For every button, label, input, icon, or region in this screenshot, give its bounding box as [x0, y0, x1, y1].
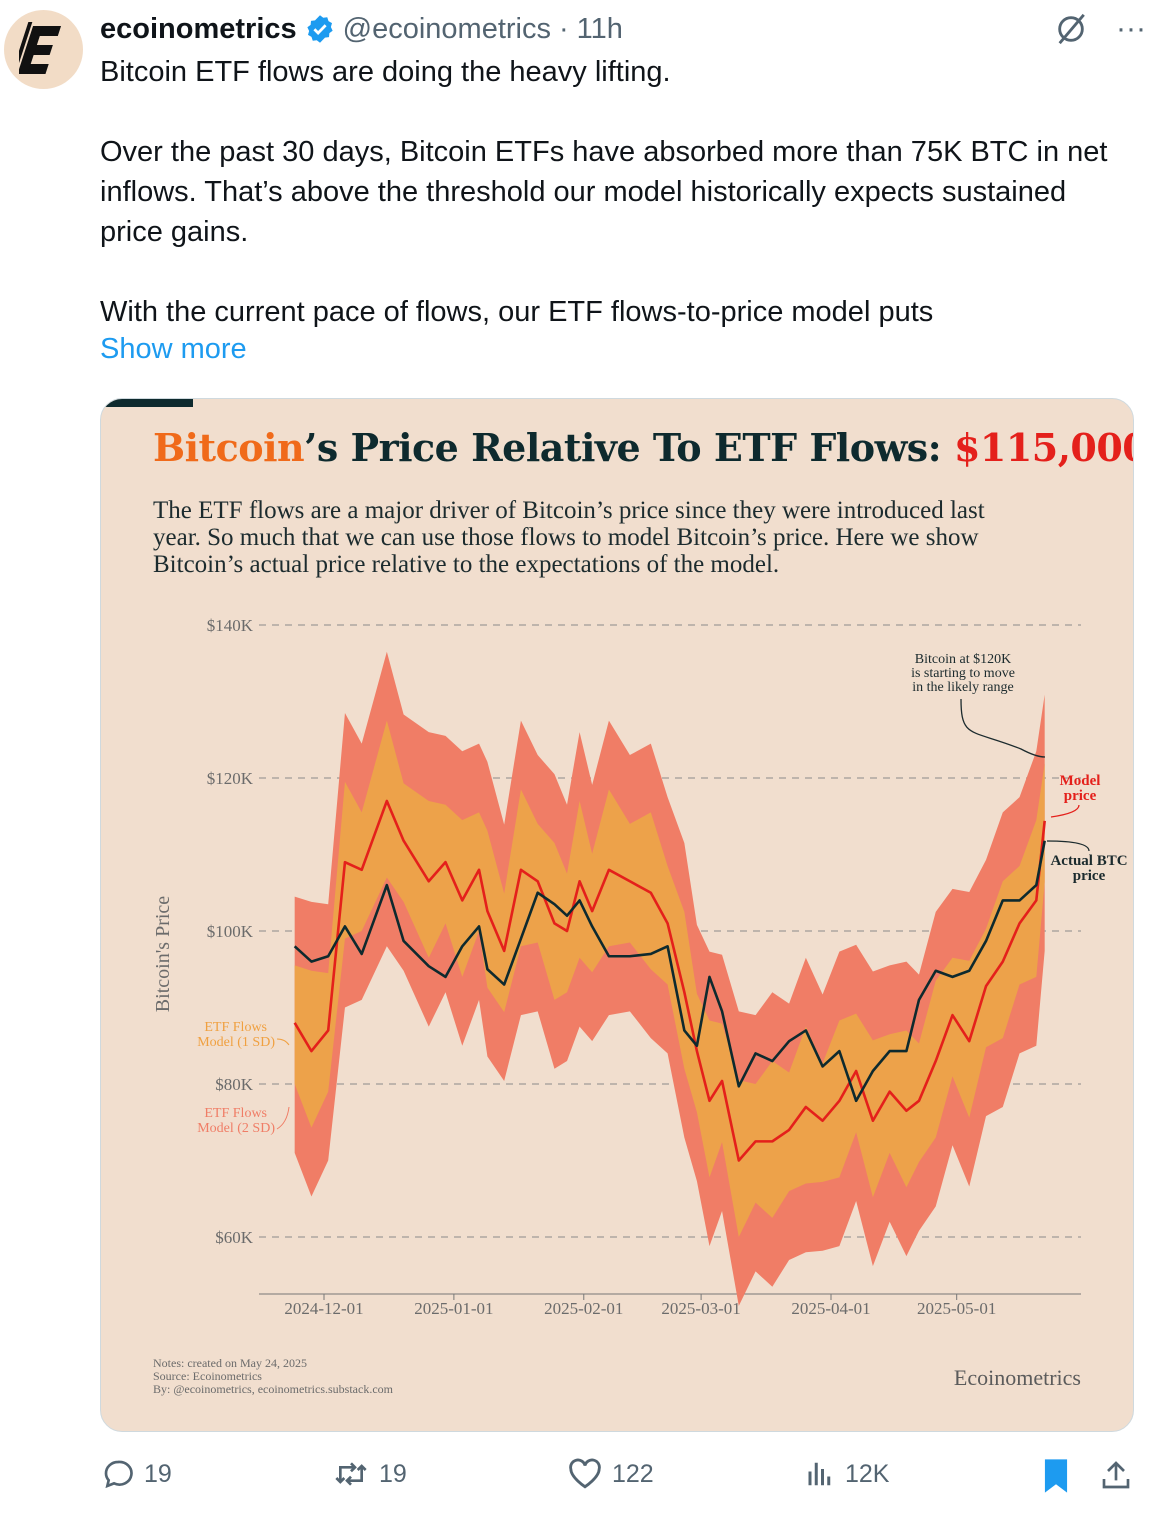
legend-sd2-line1: ETF Flows: [204, 1106, 267, 1121]
annotation-line: is starting to move: [911, 666, 1015, 681]
action-bar: 19 19 122 12K: [0, 1458, 1166, 1498]
view-count: 12K: [845, 1459, 890, 1488]
bookmark-icon: [1044, 1459, 1068, 1493]
chart-subtitle: The ETF flows are a major driver of Bitc…: [153, 497, 985, 578]
title-middle: ’s Price Relative To ETF Flows:: [304, 425, 954, 470]
ecoinometrics-logo-icon: [18, 21, 61, 78]
chart-title: Bitcoin’s Price Relative To ETF Flows: $…: [153, 425, 1134, 470]
actual-label-line1: Actual BTC: [1050, 853, 1127, 869]
annotation-line: in the likely range: [912, 680, 1013, 695]
actual-arrow: [1046, 840, 1090, 852]
tweet-paragraph: Bitcoin ETF flows are doing the heavy li…: [100, 56, 671, 88]
chart-plot: $140K $120K $100K $80K $60K 2024-12-01 2025-01…: [152, 616, 1128, 1318]
like-count: 122: [612, 1459, 654, 1488]
repost-count: 19: [379, 1459, 407, 1488]
display-name[interactable]: ecoinometrics: [100, 12, 297, 45]
chart-brand: Ecoinometrics: [953, 1365, 1081, 1390]
model-label-line2: price: [1064, 788, 1097, 804]
y-axis-label: Bitcoin's Price: [152, 896, 174, 1012]
model-label-line1: Model: [1060, 773, 1101, 789]
views-icon: [808, 1462, 831, 1486]
annotation-arrow: [960, 698, 1046, 758]
chart-notes: Notes: created on May 24, 2025 Source: E…: [153, 1357, 393, 1396]
legend-sd1-arrow: [276, 1038, 290, 1046]
note-line: Notes: created on May 24, 2025: [153, 1356, 307, 1370]
timestamp[interactable]: 11h: [576, 12, 623, 45]
annotation-line: Bitcoin at $120K: [915, 652, 1011, 667]
bookmark-button[interactable]: [1042, 1458, 1070, 1494]
handle[interactable]: @ecoinometrics: [342, 12, 551, 45]
legend-sd2-arrow: [276, 1106, 290, 1130]
title-price: $115,000: [953, 425, 1134, 470]
y-tick-label: $60K: [215, 1228, 254, 1247]
grok-icon[interactable]: [1054, 12, 1088, 46]
share-button[interactable]: [1100, 1458, 1132, 1492]
actual-price-line: [293, 840, 1046, 1103]
reply-icon: [104, 1460, 133, 1489]
like-button[interactable]: 122: [568, 1458, 654, 1490]
model-arrow: [1050, 804, 1080, 818]
title-bitcoin: Bitcoin: [153, 425, 305, 470]
views-button[interactable]: 12K: [805, 1458, 889, 1490]
band-1sd: [294, 720, 1045, 1237]
x-tick-label: 2025-01-01: [414, 1299, 493, 1318]
y-tick-label: $120K: [207, 769, 254, 788]
y-tick-label: $100K: [207, 922, 254, 941]
avatar[interactable]: [4, 10, 83, 89]
verified-badge-icon[interactable]: [305, 14, 335, 44]
legend-sd1-line1: ETF Flows: [204, 1020, 267, 1035]
chart-accent-tab: [101, 399, 193, 407]
repost-icon: [335, 1462, 367, 1486]
legend-sd2-line2: Model (2 SD): [197, 1121, 275, 1136]
x-tick-label: 2025-02-01: [544, 1299, 623, 1318]
tweet-paragraph: Over the past 30 days, Bitcoin ETFs have…: [100, 136, 1108, 248]
tweet-text: Bitcoin ETF flows are doing the heavy li…: [100, 52, 1130, 372]
note-line: By: @ecoinometrics, ecoinometrics.substa…: [153, 1382, 393, 1396]
share-icon: [1102, 1461, 1130, 1489]
heart-icon: [569, 1458, 601, 1489]
x-tick-label: 2025-05-01: [917, 1299, 996, 1318]
model-price-line: [293, 799, 1046, 1162]
y-tick-label: $80K: [215, 1075, 254, 1094]
x-tick-label: 2024-12-01: [284, 1299, 363, 1318]
more-options-icon[interactable]: ···: [1116, 12, 1146, 45]
show-more-link[interactable]: Show more: [100, 333, 247, 365]
x-tick-label: 2025-04-01: [791, 1299, 870, 1318]
reply-count: 19: [144, 1459, 172, 1488]
x-tick-label: 2025-03-01: [661, 1299, 740, 1318]
repost-button[interactable]: 19: [333, 1458, 407, 1490]
actual-label-line2: price: [1073, 868, 1106, 884]
legend-sd1-line2: Model (1 SD): [197, 1035, 275, 1050]
reply-button[interactable]: 19: [102, 1458, 172, 1490]
y-tick-label: $140K: [207, 616, 254, 635]
tweet-image-chart[interactable]: Bitcoin’s Price Relative To ETF Flows: $…: [100, 398, 1134, 1432]
separator: ·: [558, 12, 569, 45]
note-line: Source: Ecoinometrics: [153, 1369, 262, 1383]
tweet-paragraph: With the current pace of flows, our ETF …: [100, 296, 934, 328]
